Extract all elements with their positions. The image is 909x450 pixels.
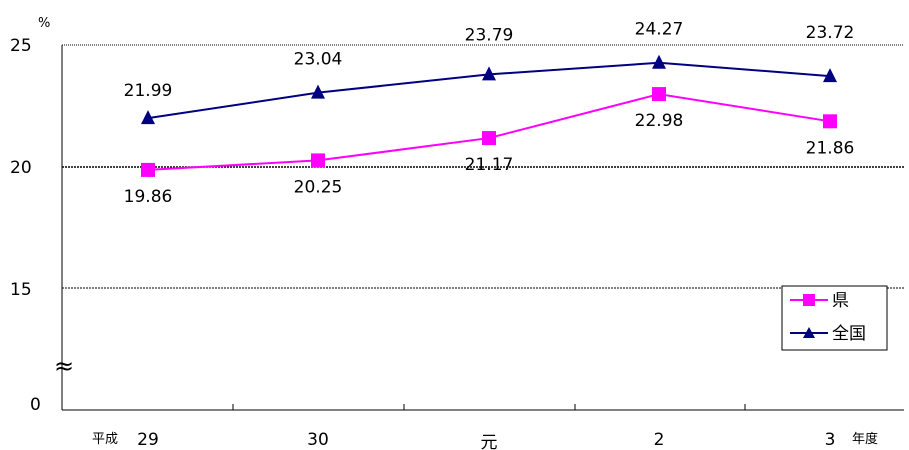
legend-label-pref: 県 [832, 291, 849, 311]
y-tick-label-20: 20 [10, 158, 32, 178]
data-label-national: 24.27 [635, 20, 684, 40]
data-point-national [311, 84, 325, 99]
data-label-national: 23.04 [294, 50, 343, 70]
x-tick-label-29: 29 [137, 430, 159, 450]
data-point-pref [311, 153, 325, 168]
series-labels-pref: 19.86 20.25 21.17 22.98 21.86 [124, 111, 855, 207]
x-tick-label-3: 3 [825, 430, 836, 450]
data-label-national: 23.79 [465, 25, 514, 45]
data-point-pref [652, 87, 666, 102]
y-unit-label: % [38, 16, 50, 31]
data-label-pref: 20.25 [294, 177, 343, 197]
legend-marker-national [803, 327, 815, 338]
data-point-national [823, 68, 837, 83]
y-tick-label-25: 25 [10, 36, 32, 56]
x-tick-label-30: 30 [307, 430, 329, 450]
x-suffix-label: 年度 [852, 431, 878, 447]
series-markers-pref [141, 87, 837, 177]
data-label-pref: 22.98 [635, 111, 684, 131]
data-label-pref: 21.86 [806, 138, 855, 158]
x-tick-label-gan: 元 [481, 433, 498, 450]
data-point-pref [823, 114, 837, 129]
x-prefix-label: 平成 [92, 432, 118, 447]
data-label-pref: 19.86 [124, 187, 173, 207]
data-label-pref: 21.17 [465, 155, 514, 175]
data-point-pref [482, 131, 496, 146]
y-tick-label-15: 15 [10, 280, 32, 300]
x-tick-label-2: 2 [654, 430, 665, 450]
data-point-national [482, 66, 496, 81]
y-tick-label-0: 0 [30, 395, 41, 415]
legend: 県 全国 [781, 285, 888, 351]
data-label-national: 21.99 [124, 81, 173, 101]
data-point-pref [141, 162, 155, 177]
legend-label-national: 全国 [832, 324, 866, 344]
series-labels-national: 21.99 23.04 23.79 24.27 23.72 [124, 20, 855, 101]
series-markers-national [141, 54, 837, 125]
data-label-national: 23.72 [806, 23, 855, 43]
axis-break-symbol: ≈ [54, 352, 74, 380]
data-point-national [652, 54, 666, 69]
legend-marker-pref [803, 294, 815, 306]
data-point-national [141, 110, 155, 125]
legend-box [781, 285, 888, 351]
